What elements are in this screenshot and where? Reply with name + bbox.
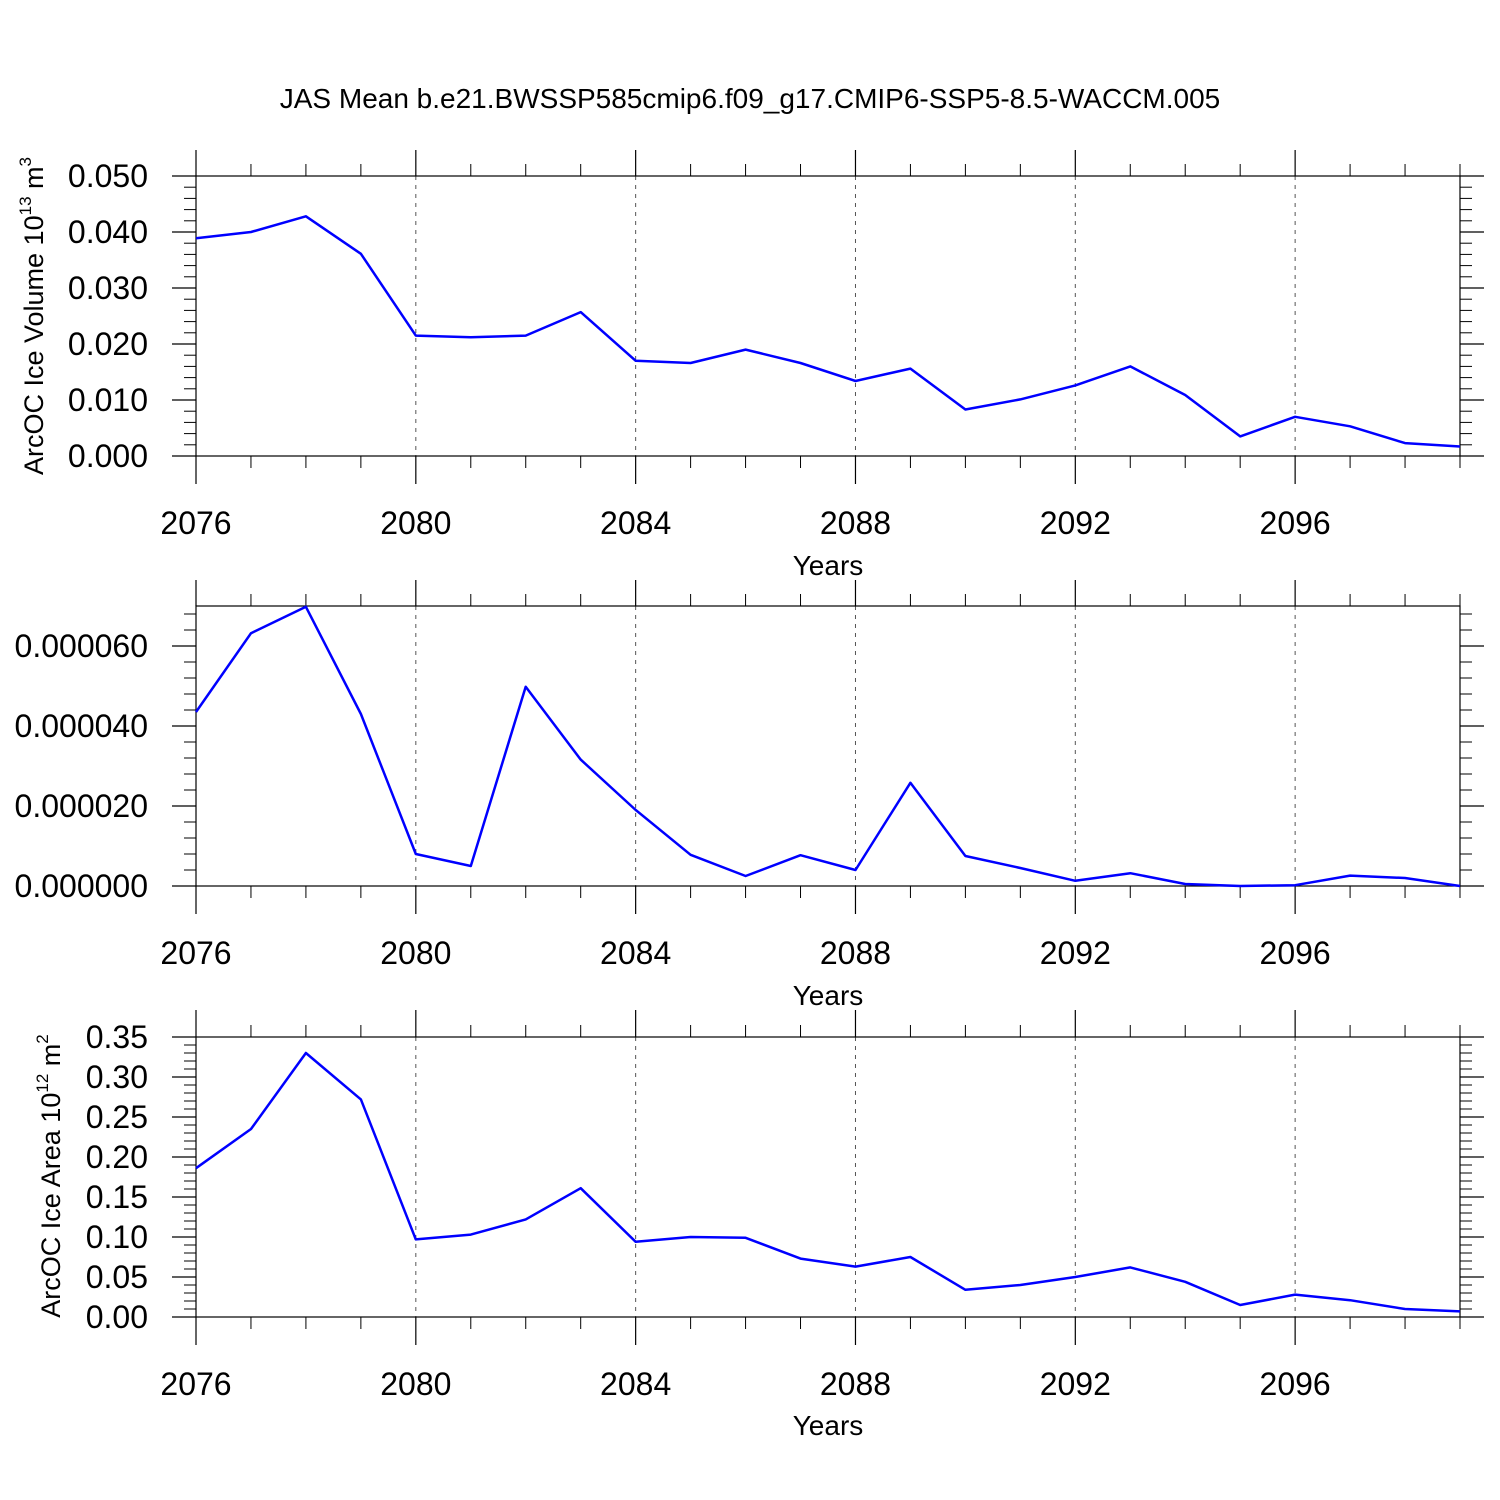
y-tick-label: 0.030 — [68, 270, 148, 306]
x-tick-label: 2084 — [600, 935, 671, 971]
panel-middle-series: Years 0.000000 0.000020 0.000040 0.000060 20… — [15, 580, 1484, 1011]
x-tick-label: 2080 — [380, 1366, 451, 1402]
series-line — [194, 605, 1461, 888]
plot-frame — [195, 605, 1461, 887]
y-tick-label: 0.000040 — [15, 708, 148, 744]
x-tick-label: 2076 — [160, 935, 231, 971]
x-axis-label-ice-volume: Years — [793, 550, 864, 581]
y-tick-label: 0.040 — [68, 214, 148, 250]
y-tick-label: 0.00 — [86, 1299, 148, 1335]
y-tick-label: 0.000 — [68, 438, 148, 474]
y-tick-label: 0.050 — [68, 158, 148, 194]
y-tick-label: 0.000000 — [15, 868, 148, 904]
y-tick-label: 0.05 — [86, 1259, 148, 1295]
y-tick-label: 0.10 — [86, 1219, 148, 1255]
series-line — [195, 215, 1461, 448]
x-tick-label: 2092 — [1040, 935, 1111, 971]
panel-ice-area: ArcOC Ice Area 1012 m2 Years 0.00 0.05 0.1… — [33, 1010, 1484, 1441]
x-tick-label: 2080 — [380, 505, 451, 541]
x-tick-label: 2096 — [1260, 1366, 1331, 1402]
x-tick-label: 2076 — [160, 505, 231, 541]
x-axis-label-middle: Years — [793, 980, 864, 1011]
y-tick-label: 0.20 — [86, 1139, 148, 1175]
y-tick-label: 0.020 — [68, 326, 148, 362]
y-axis-label-ice-area: ArcOC Ice Area 1012 m2 — [33, 1034, 66, 1318]
x-tick-label: 2084 — [600, 1366, 671, 1402]
y-tick-label: 0.35 — [86, 1019, 148, 1055]
y-tick-label: 0.010 — [68, 382, 148, 418]
x-tick-label: 2084 — [600, 505, 671, 541]
x-tick-label: 2088 — [820, 935, 891, 971]
y-tick-label: 0.15 — [86, 1179, 148, 1215]
x-tick-label: 2080 — [380, 935, 451, 971]
y-tick-label: 0.000020 — [15, 788, 148, 824]
x-tick-label: 2076 — [160, 1366, 231, 1402]
y-tick-label: 0.000060 — [15, 628, 148, 664]
panel-ice-volume: ArcOC Ice Volume 1013 m3 Years 0.000 0.01… — [16, 150, 1484, 581]
y-tick-label: 0.25 — [86, 1099, 148, 1135]
plot-frame — [195, 175, 1461, 457]
x-tick-label: 2096 — [1260, 935, 1331, 971]
figure-title: JAS Mean b.e21.BWSSP585cmip6.f09_g17.CMI… — [280, 83, 1221, 114]
series-line — [195, 1051, 1461, 1313]
y-axis-label-ice-volume: ArcOC Ice Volume 1013 m3 — [16, 157, 49, 475]
x-tick-label: 2092 — [1040, 505, 1111, 541]
x-tick-label: 2096 — [1260, 505, 1331, 541]
x-tick-label: 2092 — [1040, 1366, 1111, 1402]
plot-frame — [195, 1036, 1461, 1318]
x-tick-label: 2088 — [820, 505, 891, 541]
x-tick-label: 2088 — [820, 1366, 891, 1402]
y-tick-label: 0.30 — [86, 1059, 148, 1095]
x-axis-label-ice-area: Years — [793, 1410, 864, 1441]
